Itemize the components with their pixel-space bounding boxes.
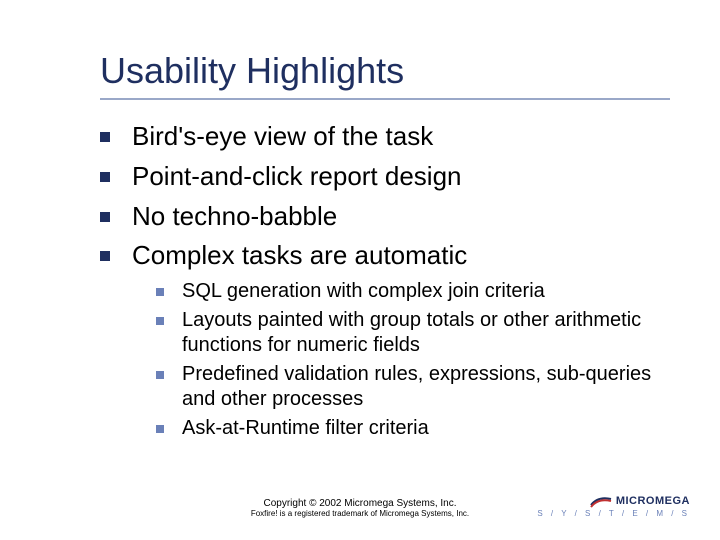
logo-swoosh-icon	[590, 494, 612, 508]
bullet-icon	[156, 371, 164, 379]
sub-bullet-text: Layouts painted with group totals or oth…	[182, 308, 662, 358]
list-item: No techno-babble	[100, 200, 670, 234]
bullet-icon	[100, 172, 110, 182]
list-item: Predefined validation rules, expressions…	[156, 362, 670, 412]
bullet-icon	[100, 251, 110, 261]
logo-name: MICROMEGA	[616, 495, 690, 507]
bullet-icon	[156, 425, 164, 433]
sub-bullet-text: SQL generation with complex join criteri…	[182, 279, 545, 304]
title-block: Usability Highlights	[100, 50, 670, 100]
bullet-text: Point-and-click report design	[132, 160, 462, 194]
sub-bullet-list: SQL generation with complex join criteri…	[156, 279, 670, 441]
slide-title: Usability Highlights	[100, 50, 670, 92]
bullet-list: Bird's-eye view of the task Point-and-cl…	[100, 120, 670, 273]
list-item: Layouts painted with group totals or oth…	[156, 308, 670, 358]
bullet-icon	[100, 212, 110, 222]
logo-top: MICROMEGA	[590, 494, 690, 508]
bullet-icon	[156, 317, 164, 325]
list-item: Complex tasks are automatic	[100, 239, 670, 273]
slide: Usability Highlights Bird's-eye view of …	[0, 0, 720, 540]
logo: MICROMEGA S / Y / S / T / E / M / S	[537, 494, 690, 518]
list-item: Ask-at-Runtime filter criteria	[156, 416, 670, 441]
list-item: SQL generation with complex join criteri…	[156, 279, 670, 304]
bullet-icon	[156, 288, 164, 296]
sub-bullet-text: Predefined validation rules, expressions…	[182, 362, 662, 412]
list-item: Point-and-click report design	[100, 160, 670, 194]
bullet-text: No techno-babble	[132, 200, 337, 234]
bullet-text: Complex tasks are automatic	[132, 239, 467, 273]
sub-bullet-text: Ask-at-Runtime filter criteria	[182, 416, 429, 441]
logo-subtitle: S / Y / S / T / E / M / S	[537, 509, 690, 518]
title-underline	[100, 98, 670, 100]
list-item: Bird's-eye view of the task	[100, 120, 670, 154]
bullet-icon	[100, 132, 110, 142]
bullet-text: Bird's-eye view of the task	[132, 120, 433, 154]
